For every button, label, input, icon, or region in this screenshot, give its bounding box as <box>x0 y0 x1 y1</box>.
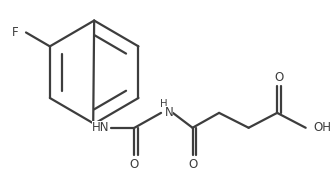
Text: F: F <box>11 26 18 39</box>
Text: OH: OH <box>313 121 332 134</box>
Text: O: O <box>130 158 139 171</box>
Text: O: O <box>275 71 284 84</box>
Text: HN: HN <box>92 121 110 134</box>
Text: O: O <box>188 158 197 171</box>
Text: N: N <box>165 106 173 119</box>
Text: H: H <box>160 99 168 109</box>
